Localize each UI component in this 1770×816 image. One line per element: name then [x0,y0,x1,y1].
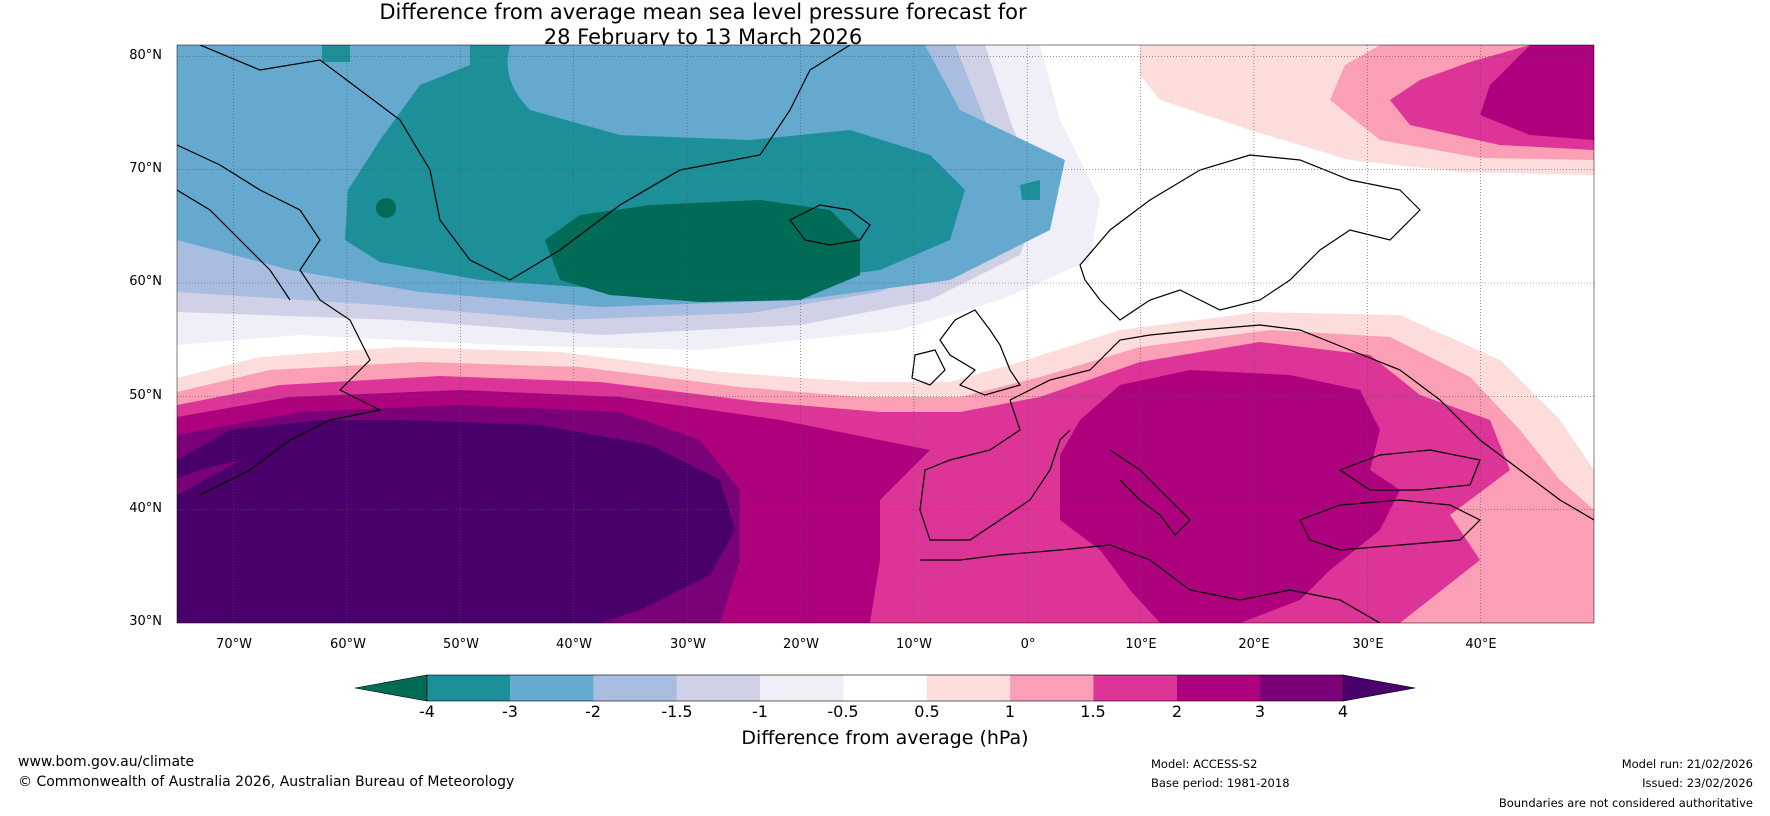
colorbar-segment [1010,675,1094,701]
lon-label-20e: 20°E [1238,637,1270,652]
contour-pos-2-north [1480,45,1594,140]
colorbar-segment [1176,675,1260,701]
colorbar-extend-high [1342,674,1416,702]
chart-title: Difference from average mean sea level p… [0,0,1406,50]
lon-label-70w: 70°W [216,637,252,652]
footer-issued: Issued: 23/02/2026 [1642,776,1753,790]
colorbar-tick: -1 [752,702,768,721]
colorbar [354,674,1416,702]
lat-label-50: 50°N [129,388,162,403]
colorbar-tick: -0.5 [827,702,859,721]
footer-copyright: © Commonwealth of Australia 2026, Austra… [18,774,515,790]
lon-label-0: 0° [1020,637,1036,652]
colorbar-tick: 4 [1337,702,1349,721]
lat-label-30: 30°N [129,614,162,629]
title-line-1: Difference from average mean sea level p… [379,0,1027,24]
lon-label-10e: 10°E [1125,637,1157,652]
iberia-coast [919,399,1071,541]
footer-model: Model: ACCESS-S2 [1151,757,1258,771]
footer-model-run: Model run: 21/02/2026 [1621,757,1753,771]
contour-pos-4-eastcoast [177,420,400,478]
colorbar-tick: -2 [585,702,601,721]
colorbar-segment [593,675,677,701]
coastlines [177,45,1594,623]
canada-arctic-coast [177,144,382,496]
colorbar-segment [676,675,761,701]
colorbar-tick: 1.5 [1080,702,1106,721]
footer-disclaimer: Boundaries are not considered authoritat… [1498,796,1753,810]
ireland-coast [911,349,946,386]
lon-label-30w: 30°W [670,637,706,652]
contour-neg-3-islet [1020,180,1040,200]
lon-label-30e: 30°E [1352,637,1384,652]
colorbar-segment [1093,675,1177,701]
contour-neg-4-small [376,198,396,218]
colorbar-tick: 1 [1004,702,1016,721]
colorbar-segment [510,675,594,701]
colorbar-tick: 2 [1171,702,1183,721]
contour-neg-3-left [322,45,350,62]
colorbar-tick: -4 [419,702,435,721]
lon-label-40e: 40°E [1465,637,1497,652]
footer-base-period: Base period: 1981-2018 [1151,776,1290,790]
lon-label-50w: 50°W [443,637,479,652]
colorbar-segment [926,675,1011,701]
colorbar-tick: -3 [502,702,518,721]
gridlines [177,45,1594,623]
colorbar-segment [843,675,927,701]
turkey-coast [1299,499,1482,551]
labrador-coast [177,189,291,301]
colorbar-label: Difference from average (hPa) [741,727,1029,749]
colorbar-segment [1260,675,1344,701]
colorbar-extend-low [354,674,428,702]
contour-pos-2-europe [1060,370,1400,623]
colorbar-segments [354,674,1416,702]
lat-label-70: 70°N [129,161,162,176]
lat-label-60: 60°N [129,274,162,289]
colorbar-tick: -1.5 [661,702,693,721]
iceland-coast [789,204,871,246]
greenland-coast [199,45,851,281]
lon-label-10w: 10°W [896,637,932,652]
italy-coast [1109,449,1191,536]
lon-label-20w: 20°W [783,637,819,652]
lon-label-40w: 40°W [556,637,592,652]
lat-label-40: 40°N [129,501,162,516]
footer-website: www.bom.gov.au/climate [18,754,195,770]
contour-pos-4 [177,420,735,623]
britain-coast [939,309,1021,396]
scandinavia-coast [1079,154,1421,321]
map-frame [176,44,1595,624]
colorbar-segment [427,675,511,701]
colorbar-tick: 3 [1254,702,1266,721]
map-field [177,45,1594,623]
lon-label-60w: 60°W [330,637,366,652]
europe-mainland-coast [1009,324,1594,521]
lat-label-80: 80°N [129,48,162,63]
colorbar-segment [760,675,844,701]
colorbar-outline [426,674,1344,702]
north-africa-coast [920,544,1381,623]
contour-neg-4 [545,200,860,302]
colorbar-tick: 0.5 [914,702,940,721]
black-sea-coast [1338,449,1481,491]
